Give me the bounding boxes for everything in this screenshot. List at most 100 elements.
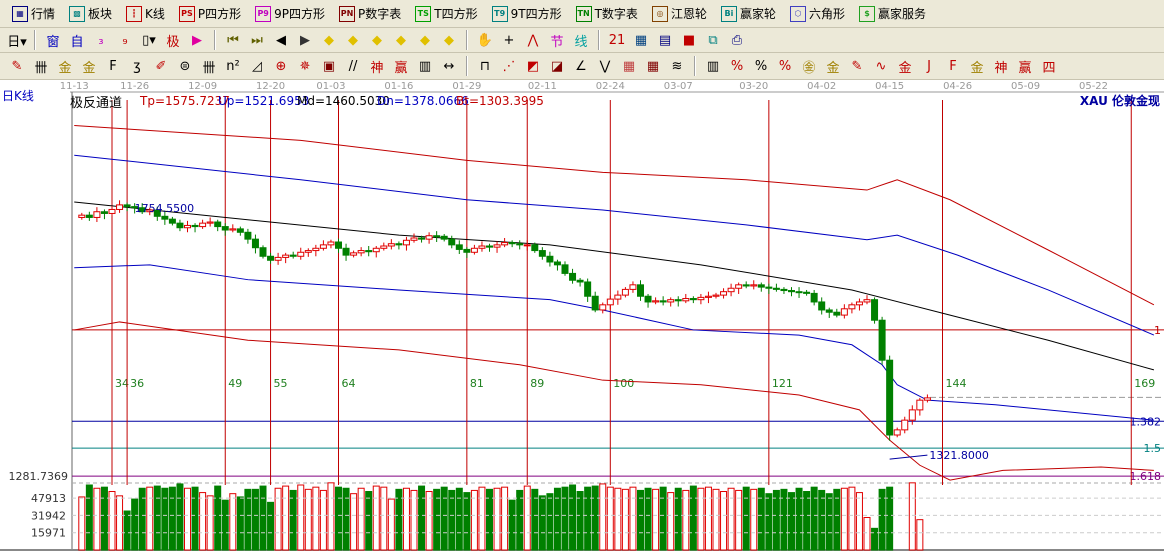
- grid-button[interactable]: ▦: [618, 55, 640, 77]
- pct-levels-button[interactable]: %: [774, 55, 796, 77]
- menu-item-10[interactable]: Bi 赢家轮: [715, 3, 782, 25]
- spiral-button[interactable]: ʒ: [126, 55, 148, 77]
- win-angle-button[interactable]: 赢: [1014, 55, 1036, 77]
- columns-button[interactable]: ▥: [702, 55, 724, 77]
- report-button[interactable]: ▤: [654, 29, 676, 51]
- save-button[interactable]: ■: [678, 29, 700, 51]
- expand-h-button[interactable]: ◆: [366, 29, 388, 51]
- menu-item-4[interactable]: P9 9P四方形: [249, 3, 331, 25]
- self-select-button[interactable]: 自: [66, 29, 88, 51]
- win-button[interactable]: 赢: [390, 55, 412, 77]
- menu-item-1[interactable]: ▩ 板块: [63, 3, 118, 25]
- menu-item-0[interactable]: ▦ 行情: [6, 3, 61, 25]
- next-button[interactable]: ▶: [294, 29, 316, 51]
- menu-item-5[interactable]: PN P数字表: [333, 3, 407, 25]
- lines-button[interactable]: ≋: [666, 55, 688, 77]
- window-button[interactable]: 窗: [42, 29, 64, 51]
- pen-button[interactable]: ✎: [6, 55, 28, 77]
- calculator-button[interactable]: ▦: [630, 29, 652, 51]
- box-button[interactable]: ⊓: [474, 55, 496, 77]
- god-button[interactable]: 神: [366, 55, 388, 77]
- star-button[interactable]: ✵: [294, 55, 316, 77]
- four-angle-button[interactable]: 四: [1038, 55, 1060, 77]
- target-button[interactable]: ⊕: [270, 55, 292, 77]
- last-button[interactable]: ⏭: [246, 29, 268, 51]
- expand-v-button[interactable]: ◆: [438, 29, 460, 51]
- gold-circle-button[interactable]: ㊎: [798, 55, 820, 77]
- gold-angle-button[interactable]: 金: [966, 55, 988, 77]
- f-angle-button[interactable]: F: [942, 55, 964, 77]
- volume-bar: [319, 489, 327, 551]
- volume-bar: [871, 527, 879, 551]
- volume-bar: [848, 486, 856, 551]
- wave-button[interactable]: ⋁: [594, 55, 616, 77]
- gold-button[interactable]: 金: [54, 55, 76, 77]
- menu-item-3[interactable]: PS P四方形: [173, 3, 247, 25]
- menu-item-7[interactable]: T9 9T四方形: [486, 3, 568, 25]
- calendar-button[interactable]: 21: [606, 29, 628, 51]
- gold-levels-button[interactable]: 金: [822, 55, 844, 77]
- candle-body: [184, 224, 191, 229]
- up-value: Up=1521.6953: [218, 94, 310, 108]
- kline-chart[interactable]: 11-13 11-26 12-09 12-20 01-03 01-16 01-29 02-11…: [0, 80, 1164, 555]
- pencil-button[interactable]: ✎: [846, 55, 868, 77]
- festival-button[interactable]: 节: [546, 29, 568, 51]
- menu-item-12[interactable]: $ 赢家服务: [853, 3, 932, 25]
- menu-item-9[interactable]: ◎ 江恩轮: [646, 3, 713, 25]
- menu-item-11[interactable]: ⬡ 六角形: [784, 3, 851, 25]
- prev-button[interactable]: ◀: [270, 29, 292, 51]
- ruler-button[interactable]: ▥: [414, 55, 436, 77]
- shrink-h-button[interactable]: ◆: [390, 29, 412, 51]
- move-right-button[interactable]: ◆: [342, 29, 364, 51]
- move-left-button[interactable]: ◆: [318, 29, 340, 51]
- candle-body: [795, 291, 803, 294]
- volume-bar: [131, 498, 139, 551]
- wave-levels-button[interactable]: ∿: [870, 55, 892, 77]
- grid-lines-button[interactable]: 卌: [30, 55, 52, 77]
- volume-tick: 15971: [31, 527, 66, 540]
- percent-button[interactable]: %: [750, 55, 772, 77]
- n2-button[interactable]: n²: [222, 55, 244, 77]
- first-button[interactable]: ⏮: [222, 29, 244, 51]
- menu-item-2[interactable]: ┇ K线: [120, 3, 171, 25]
- volume-bar: [908, 482, 916, 551]
- move-right-icon: ◆: [348, 32, 358, 48]
- fan-box-button[interactable]: ◩: [522, 55, 544, 77]
- chart9-button[interactable]: ₉: [114, 29, 136, 51]
- volume-bar: [402, 487, 410, 551]
- fan-button[interactable]: ⋰: [498, 55, 520, 77]
- volume-bar: [206, 495, 214, 551]
- crosshair-button[interactable]: +: [498, 29, 520, 51]
- menu-item-6[interactable]: TS T四方形: [409, 3, 483, 25]
- width-button[interactable]: ↔: [438, 55, 460, 77]
- angle-button[interactable]: ∠: [570, 55, 592, 77]
- line-button[interactable]: ⋀: [522, 29, 544, 51]
- hand-button[interactable]: ✋: [474, 29, 496, 51]
- gold-levels-icon: 金: [826, 60, 840, 76]
- triangle-button[interactable]: ◿: [246, 55, 268, 77]
- j-angle-button[interactable]: J: [918, 55, 940, 77]
- pct-line-button[interactable]: %: [726, 55, 748, 77]
- gold-line-button[interactable]: 金: [894, 55, 916, 77]
- shrink-v-button[interactable]: ◆: [414, 29, 436, 51]
- square-button[interactable]: ▣: [318, 55, 340, 77]
- print-button[interactable]: ⎙: [726, 29, 748, 51]
- network-button[interactable]: ⧉: [702, 29, 724, 51]
- f-button[interactable]: F: [102, 55, 124, 77]
- menu-item-8[interactable]: TN T数字表: [570, 3, 644, 25]
- route-button[interactable]: 线: [570, 29, 592, 51]
- candle-type-button[interactable]: ▯▾: [138, 29, 160, 51]
- gold2-button[interactable]: 金: [78, 55, 100, 77]
- brush-button[interactable]: ✐: [150, 55, 172, 77]
- pole-button[interactable]: 极: [162, 29, 184, 51]
- chart3-button[interactable]: ₃: [90, 29, 112, 51]
- god-angle-button[interactable]: 神: [990, 55, 1012, 77]
- pct-line-icon: %: [730, 58, 744, 74]
- slash-button[interactable]: //: [342, 55, 364, 77]
- circle-grid-button[interactable]: ⊜: [174, 55, 196, 77]
- grid2-button[interactable]: ▦: [642, 55, 664, 77]
- fan-box2-button[interactable]: ◪: [546, 55, 568, 77]
- period-day-button[interactable]: 日▾: [6, 29, 28, 51]
- parallel-button[interactable]: 卌: [198, 55, 220, 77]
- flag-button[interactable]: ▶: [186, 29, 208, 51]
